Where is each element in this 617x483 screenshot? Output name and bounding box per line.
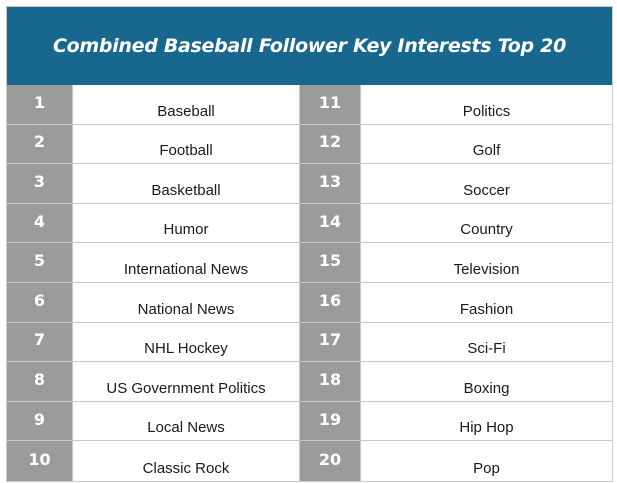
table-row: 17 Sci-Fi (300, 322, 612, 363)
interest-cell: Country (360, 203, 612, 243)
table-row: 20 Pop (300, 441, 612, 481)
rank-cell: 4 (7, 203, 72, 243)
interest-cell: NHL Hockey (72, 322, 300, 362)
rank-cell: 2 (7, 124, 72, 164)
rank-cell: 11 (300, 85, 360, 124)
interest-cell: National News (72, 282, 300, 322)
table-row: 11 Politics (300, 85, 612, 125)
interest-cell: Local News (72, 401, 300, 441)
left-column: 1 Baseball 2 Football 3 Basketball 4 Hum… (7, 85, 300, 481)
rank-cell: 3 (7, 164, 72, 203)
interest-cell: Baseball (72, 85, 300, 124)
table-row: 18 Boxing (300, 362, 612, 402)
table-row: 1 Baseball (7, 85, 300, 125)
rank-cell: 19 (300, 401, 360, 441)
rank-cell: 1 (7, 85, 72, 124)
interest-cell: Pop (360, 441, 612, 481)
table-row: 7 NHL Hockey (7, 322, 300, 363)
right-column: 11 Politics 12 Golf 13 Soccer 14 Country… (300, 85, 612, 481)
table-row: 13 Soccer (300, 164, 612, 204)
table-row: 19 Hip Hop (300, 401, 612, 442)
rank-cell: 18 (300, 362, 360, 401)
table-title: Combined Baseball Follower Key Interests… (53, 35, 566, 57)
table-row: 12 Golf (300, 124, 612, 165)
table-row: 3 Basketball (7, 164, 300, 204)
interest-cell: Boxing (360, 362, 612, 401)
interest-cell: Basketball (72, 164, 300, 203)
interest-cell: Fashion (360, 282, 612, 322)
title-bar: Combined Baseball Follower Key Interests… (7, 7, 612, 85)
interest-cell: Football (72, 124, 300, 164)
rank-cell: 17 (300, 322, 360, 362)
rank-cell: 8 (7, 362, 72, 401)
interest-cell: Sci-Fi (360, 322, 612, 362)
rank-cell: 14 (300, 203, 360, 243)
table-row: 2 Football (7, 124, 300, 165)
table-row: 14 Country (300, 203, 612, 244)
interests-table-card: Combined Baseball Follower Key Interests… (6, 6, 613, 482)
table-row: 8 US Government Politics (7, 362, 300, 402)
rank-cell: 5 (7, 243, 72, 282)
rank-cell: 9 (7, 401, 72, 441)
interest-cell: Golf (360, 124, 612, 164)
rank-cell: 16 (300, 282, 360, 322)
rank-cell: 6 (7, 282, 72, 322)
interest-cell: US Government Politics (72, 362, 300, 401)
rank-cell: 20 (300, 441, 360, 481)
rank-cell: 7 (7, 322, 72, 362)
table-row: 4 Humor (7, 203, 300, 244)
table-row: 6 National News (7, 282, 300, 323)
interests-table: 1 Baseball 2 Football 3 Basketball 4 Hum… (7, 85, 612, 481)
rank-cell: 10 (7, 441, 72, 481)
table-row: 16 Fashion (300, 282, 612, 323)
interest-cell: Humor (72, 203, 300, 243)
interest-cell: International News (72, 243, 300, 282)
rank-cell: 12 (300, 124, 360, 164)
interest-cell: Classic Rock (72, 441, 300, 481)
interest-cell: Politics (360, 85, 612, 124)
interest-cell: Hip Hop (360, 401, 612, 441)
rank-cell: 13 (300, 164, 360, 203)
table-row: 15 Television (300, 243, 612, 283)
table-row: 10 Classic Rock (7, 441, 300, 481)
interest-cell: Soccer (360, 164, 612, 203)
interest-cell: Television (360, 243, 612, 282)
table-row: 9 Local News (7, 401, 300, 442)
table-row: 5 International News (7, 243, 300, 283)
rank-cell: 15 (300, 243, 360, 282)
